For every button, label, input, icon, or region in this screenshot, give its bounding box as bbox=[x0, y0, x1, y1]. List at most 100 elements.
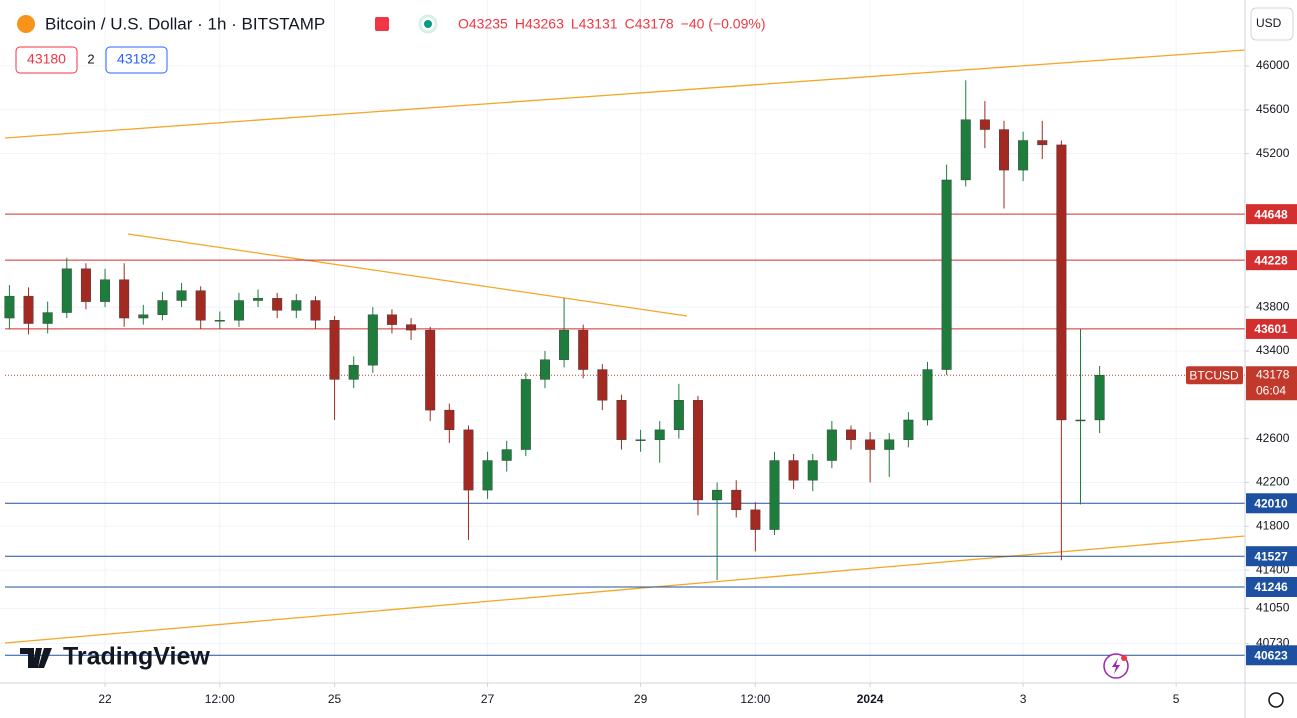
candle bbox=[157, 291, 168, 321]
watermark[interactable]: TradingView bbox=[63, 643, 210, 671]
levels bbox=[5, 213, 1245, 656]
y-tick-label: 46000 bbox=[1256, 58, 1290, 72]
candle-body bbox=[23, 295, 34, 324]
candle-body bbox=[425, 329, 436, 411]
alert-icon[interactable] bbox=[375, 17, 389, 31]
axes: 4073041050414004180042200426004340043800… bbox=[98, 58, 1297, 706]
candle bbox=[960, 80, 971, 187]
candle bbox=[903, 412, 914, 448]
candle bbox=[865, 432, 876, 483]
candle-body bbox=[922, 369, 933, 421]
candle bbox=[119, 263, 130, 327]
sell-button[interactable] bbox=[15, 46, 78, 74]
candle bbox=[23, 287, 34, 335]
candle-body bbox=[501, 449, 512, 461]
candle-body bbox=[578, 329, 589, 370]
level-label-box bbox=[1246, 204, 1297, 225]
candle-body bbox=[635, 439, 646, 441]
candle bbox=[80, 263, 91, 310]
level-label: 44648 bbox=[1254, 207, 1288, 221]
last-price-label: 43178 bbox=[1256, 367, 1290, 381]
candle-body bbox=[654, 429, 665, 440]
candle bbox=[654, 421, 665, 463]
level-label-box bbox=[1246, 318, 1297, 339]
candle-body bbox=[941, 179, 952, 370]
candle bbox=[61, 257, 72, 319]
news-dot bbox=[1121, 655, 1127, 661]
candle bbox=[807, 453, 818, 492]
candle-body bbox=[979, 119, 990, 130]
candle-body bbox=[444, 409, 455, 431]
candle-body bbox=[692, 400, 703, 501]
market-status bbox=[424, 20, 432, 28]
y-tick-label: 43400 bbox=[1256, 343, 1290, 357]
trend-line bbox=[4, 535, 1246, 644]
x-tick-label: 29 bbox=[634, 692, 648, 706]
market-status-ring bbox=[418, 14, 438, 34]
buy-button[interactable] bbox=[105, 46, 168, 74]
candle bbox=[329, 315, 340, 420]
candle-body bbox=[4, 295, 15, 319]
candle bbox=[673, 383, 684, 439]
candle-body bbox=[42, 312, 53, 324]
candle-body bbox=[788, 460, 799, 481]
candle-body bbox=[482, 460, 493, 491]
candle-body bbox=[138, 314, 149, 319]
candle-body bbox=[520, 379, 531, 450]
tv-logo-icon bbox=[20, 648, 52, 668]
candle-body bbox=[1075, 419, 1086, 422]
x-tick-label: 25 bbox=[328, 692, 342, 706]
candle bbox=[1075, 329, 1086, 505]
candle-body bbox=[1056, 144, 1067, 421]
candle bbox=[712, 482, 723, 580]
candle bbox=[750, 502, 761, 552]
y-tick-label: 45200 bbox=[1256, 146, 1290, 160]
currency-button[interactable] bbox=[1250, 7, 1294, 41]
candle bbox=[406, 318, 417, 340]
candle bbox=[846, 425, 856, 450]
candle bbox=[578, 324, 589, 379]
candle bbox=[367, 307, 378, 373]
settings-icon[interactable] bbox=[1268, 692, 1284, 708]
candle-body bbox=[386, 314, 397, 325]
symbol-label-box bbox=[1186, 366, 1243, 385]
candle-body bbox=[80, 268, 91, 302]
candle-body bbox=[463, 429, 474, 491]
candle-body bbox=[597, 369, 608, 401]
ask-price[interactable]: 43182 bbox=[117, 51, 156, 67]
level-label: 41527 bbox=[1254, 549, 1288, 563]
candle-body bbox=[367, 314, 378, 366]
candle bbox=[253, 289, 264, 308]
candle bbox=[386, 309, 397, 334]
candle-body bbox=[214, 320, 225, 322]
ohlc-value: C43178 bbox=[625, 16, 674, 32]
candle bbox=[1018, 131, 1029, 182]
candle bbox=[42, 301, 53, 334]
candle-body bbox=[731, 489, 742, 511]
x-tick-label: 22 bbox=[98, 692, 112, 706]
candle bbox=[501, 440, 512, 472]
y-tick-label: 42600 bbox=[1256, 431, 1290, 445]
currency[interactable]: USD bbox=[1256, 16, 1282, 30]
candle bbox=[597, 364, 608, 411]
candle bbox=[1094, 365, 1105, 434]
candle-body bbox=[253, 298, 264, 301]
x-tick-label: 27 bbox=[481, 692, 495, 706]
candle-body bbox=[616, 400, 627, 440]
level-label-box bbox=[1246, 546, 1297, 567]
x-tick-label: 2024 bbox=[857, 692, 884, 706]
level-label-box bbox=[1246, 250, 1297, 271]
candle-body bbox=[291, 300, 302, 311]
candle bbox=[195, 286, 206, 330]
countdown: 06:04 bbox=[1256, 383, 1286, 397]
ohlc-value: −40 (−0.09%) bbox=[681, 16, 766, 32]
candle bbox=[100, 268, 111, 308]
candle-body bbox=[712, 489, 723, 501]
bid-price[interactable]: 43180 bbox=[27, 51, 66, 67]
y-tick-label: 41050 bbox=[1256, 601, 1290, 615]
candle-body bbox=[329, 320, 340, 380]
level-label: 42010 bbox=[1254, 496, 1288, 510]
symbol-title[interactable]: Bitcoin / U.S. Dollar · 1h · BITSTAMP bbox=[45, 14, 325, 33]
candle bbox=[444, 403, 455, 443]
